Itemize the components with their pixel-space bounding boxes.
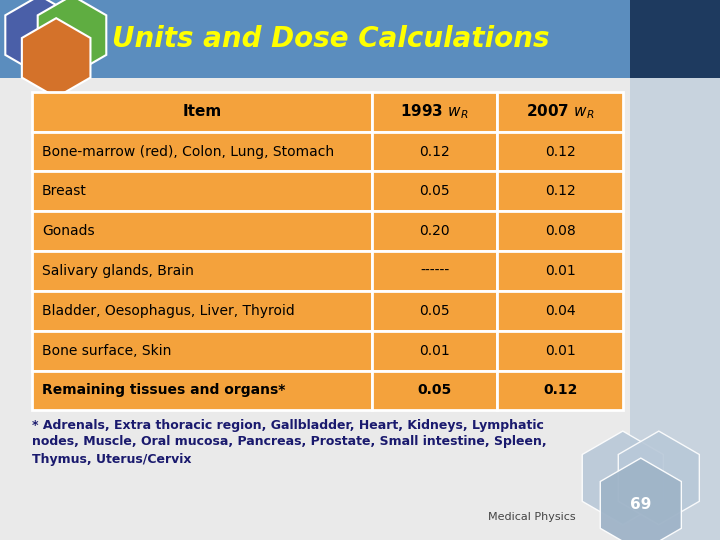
FancyBboxPatch shape [372,132,498,172]
FancyBboxPatch shape [498,291,623,330]
Polygon shape [37,0,107,75]
Text: 0.01: 0.01 [545,343,575,357]
Text: Bladder, Oesophagus, Liver, Thyroid: Bladder, Oesophagus, Liver, Thyroid [42,304,294,318]
FancyBboxPatch shape [498,251,623,291]
Text: Bone surface, Skin: Bone surface, Skin [42,343,171,357]
FancyBboxPatch shape [32,132,372,172]
FancyBboxPatch shape [372,291,498,330]
FancyBboxPatch shape [32,211,372,251]
FancyBboxPatch shape [372,370,498,410]
Text: Remaining tissues and organs*: Remaining tissues and organs* [42,383,285,397]
Text: * Adrenals, Extra thoracic region, Gallbladder, Heart, Kidneys, Lymphatic
nodes,: * Adrenals, Extra thoracic region, Gallb… [32,418,547,465]
Text: 0.12: 0.12 [419,145,450,159]
FancyBboxPatch shape [32,251,372,291]
FancyBboxPatch shape [372,92,498,132]
FancyBboxPatch shape [32,370,372,410]
Text: 0.01: 0.01 [545,264,575,278]
Text: 0.04: 0.04 [545,304,575,318]
Text: 0.01: 0.01 [419,343,450,357]
Text: 0.20: 0.20 [419,224,450,238]
Polygon shape [618,431,699,525]
Text: 0.08: 0.08 [545,224,575,238]
Text: 2007 $w_R$: 2007 $w_R$ [526,103,595,121]
Text: Medical Physics: Medical Physics [488,512,576,522]
FancyBboxPatch shape [32,291,372,330]
FancyBboxPatch shape [498,211,623,251]
Text: 0.12: 0.12 [543,383,577,397]
FancyBboxPatch shape [498,172,623,211]
FancyBboxPatch shape [32,92,372,132]
FancyBboxPatch shape [372,172,498,211]
FancyBboxPatch shape [630,0,720,540]
FancyBboxPatch shape [498,370,623,410]
FancyBboxPatch shape [498,132,623,172]
Text: 1993 $w_R$: 1993 $w_R$ [400,103,469,121]
FancyBboxPatch shape [0,0,630,78]
FancyBboxPatch shape [32,172,372,211]
Text: Gonads: Gonads [42,224,94,238]
FancyBboxPatch shape [372,330,498,370]
Text: 0.05: 0.05 [418,383,451,397]
Polygon shape [5,0,74,75]
Polygon shape [600,458,681,540]
Text: Item: Item [182,104,222,119]
Polygon shape [22,18,91,97]
FancyBboxPatch shape [372,251,498,291]
Text: Units and Dose Calculations: Units and Dose Calculations [112,25,549,53]
Text: Bone-marrow (red), Colon, Lung, Stomach: Bone-marrow (red), Colon, Lung, Stomach [42,145,334,159]
Polygon shape [582,431,663,525]
FancyBboxPatch shape [498,92,623,132]
FancyBboxPatch shape [372,211,498,251]
FancyBboxPatch shape [32,330,372,370]
Text: Breast: Breast [42,184,86,198]
Text: Salivary glands, Brain: Salivary glands, Brain [42,264,194,278]
Text: 69: 69 [630,497,652,512]
Text: 0.05: 0.05 [419,184,450,198]
Text: 0.12: 0.12 [545,145,575,159]
Text: 0.12: 0.12 [545,184,575,198]
Text: 0.05: 0.05 [419,304,450,318]
Text: ------: ------ [420,264,449,278]
FancyBboxPatch shape [630,0,720,78]
FancyBboxPatch shape [498,330,623,370]
